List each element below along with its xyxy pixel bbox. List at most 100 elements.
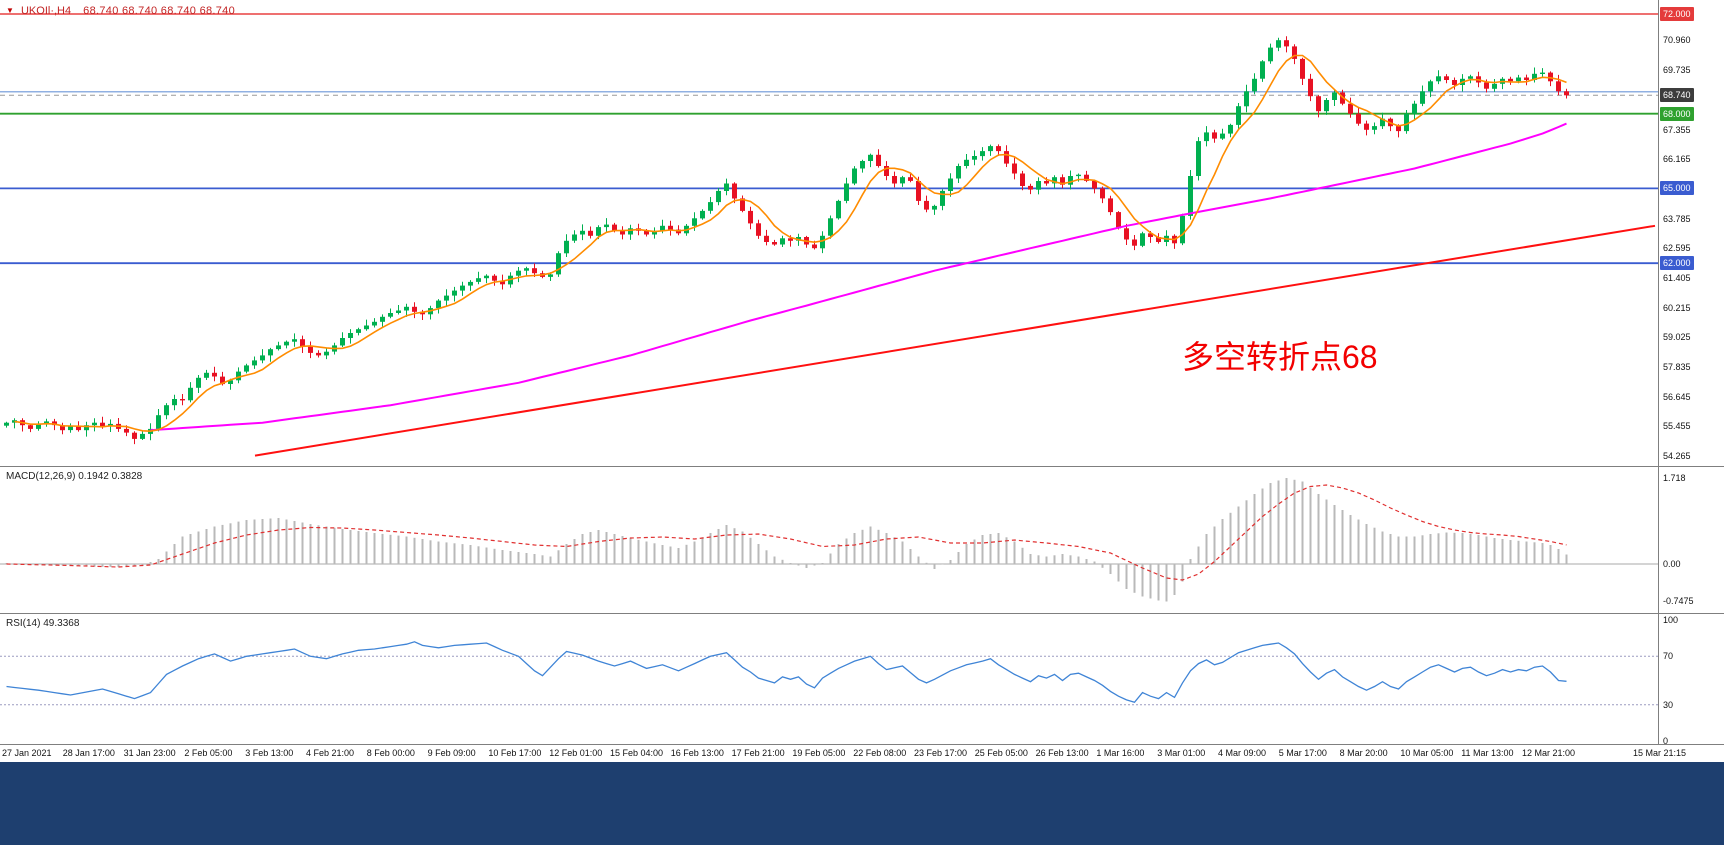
candle (660, 225, 665, 231)
candle (1428, 81, 1433, 92)
candle (652, 230, 657, 235)
candle (1092, 181, 1097, 189)
candle (1284, 40, 1289, 47)
candle (268, 349, 273, 356)
candle (260, 355, 265, 361)
time-axis-label: 17 Feb 21:00 (731, 748, 785, 758)
candle (932, 205, 937, 210)
candle (228, 380, 233, 384)
candle (876, 154, 881, 166)
candle (1524, 77, 1529, 80)
candle (1564, 91, 1569, 96)
candle (356, 329, 361, 333)
candle (1052, 177, 1057, 184)
candle (860, 161, 865, 169)
candle (828, 218, 833, 236)
candle (372, 321, 377, 326)
candle (1484, 82, 1489, 89)
time-axis-label: 10 Feb 17:00 (488, 748, 542, 758)
candle (476, 278, 481, 282)
candle (908, 177, 913, 181)
candle (852, 168, 857, 184)
candle (436, 300, 441, 309)
candle (340, 338, 345, 346)
price-line-badge: 68.740 (1660, 88, 1694, 103)
candle (300, 339, 305, 347)
macd-axis: 1.718 0.00 -0.7475 (1658, 467, 1724, 613)
candle (204, 372, 209, 378)
candle (1364, 123, 1369, 130)
candle (1444, 76, 1449, 80)
candle (1348, 103, 1353, 114)
candle (780, 238, 785, 245)
candle (1412, 103, 1417, 114)
candle (1316, 96, 1321, 112)
candle (1076, 174, 1081, 177)
candle (100, 422, 105, 427)
candle (44, 421, 49, 424)
candle (1292, 46, 1297, 59)
time-axis-label: 12 Feb 01:00 (549, 748, 603, 758)
candle (220, 376, 225, 385)
candle (1508, 78, 1513, 82)
candle (572, 234, 577, 241)
candle (836, 200, 841, 219)
candle (1436, 76, 1441, 82)
price-axis-label: 55.455 (1663, 421, 1691, 432)
price-line-badge: 62.000 (1660, 256, 1694, 271)
candle (1340, 92, 1345, 104)
candle (668, 225, 673, 230)
ma-fast-line (14, 54, 1567, 433)
candle (772, 242, 777, 245)
macd-chart-canvas[interactable] (0, 467, 1658, 613)
candle (396, 310, 401, 313)
candle (972, 156, 977, 160)
candle (788, 238, 793, 241)
candle (1228, 124, 1233, 134)
candle (500, 280, 505, 285)
rsi-axis-label: 0 (1663, 736, 1669, 746)
candle (812, 244, 817, 249)
candlestick-chart-canvas[interactable] (0, 0, 1658, 466)
candle (292, 339, 297, 342)
price-line-badge: 68.000 (1660, 106, 1694, 121)
candle (924, 200, 929, 210)
time-axis-label: 8 Mar 20:00 (1339, 748, 1388, 758)
macd-panel: MACD(12,26,9) 0.1942 0.3828 1.718 0.00 -0.… (0, 466, 1724, 613)
candle (404, 306, 409, 311)
candle (1044, 181, 1049, 184)
candle (740, 198, 745, 211)
candle (492, 275, 497, 281)
candle (580, 230, 585, 235)
candle (556, 253, 561, 275)
time-axis-label: 23 Feb 17:00 (914, 748, 968, 758)
candle (940, 190, 945, 206)
candle (956, 166, 961, 179)
macd-signal-line (6, 484, 1567, 581)
price-axis-label: 61.405 (1663, 273, 1691, 284)
candle (964, 159, 969, 166)
candle (28, 425, 33, 429)
candle (1332, 92, 1337, 100)
candle (1204, 132, 1209, 142)
candle (604, 224, 609, 228)
candle (732, 183, 737, 199)
candle (468, 281, 473, 286)
candle (36, 423, 41, 429)
candle (524, 268, 529, 271)
candle (1116, 212, 1121, 229)
candle (388, 313, 393, 317)
candle (252, 360, 257, 366)
rsi-chart-canvas[interactable] (0, 614, 1658, 744)
candle (1140, 233, 1145, 246)
time-axis-label: 27 Jan 2021 (2, 748, 52, 758)
time-axis-label: 3 Mar 01:00 (1157, 748, 1206, 758)
candle (1548, 72, 1553, 82)
price-axis-label: 56.645 (1663, 391, 1691, 402)
time-axis-label: 2 Feb 05:00 (184, 748, 233, 758)
price-axis: 70.960 69.735 67.355 66.165 63.785 62.595 61.4… (1658, 0, 1724, 466)
candle (1404, 113, 1409, 132)
candle (1020, 173, 1025, 186)
candle (1108, 198, 1113, 213)
candle (4, 422, 9, 426)
